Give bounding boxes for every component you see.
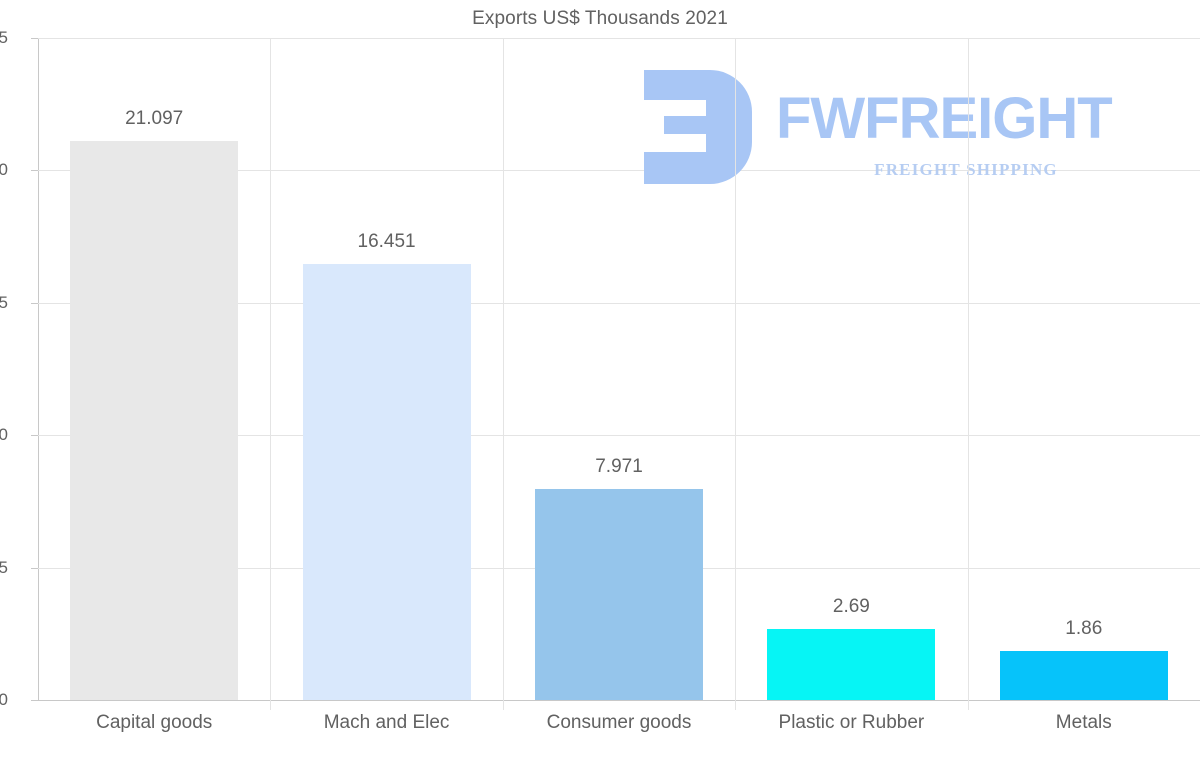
category-divider xyxy=(735,38,737,710)
x-category-label: Metals xyxy=(1055,712,1112,733)
y-tick-label: 10 xyxy=(0,425,8,445)
chart-title: Exports US$ Thousands 2021 xyxy=(472,8,728,29)
gridline xyxy=(38,170,1200,172)
bar-plastic-or-rubber[interactable] xyxy=(767,628,936,700)
gridline xyxy=(38,700,1200,701)
x-category-label: Mach and Elec xyxy=(323,712,450,733)
plot-area: 21.097 16.451 7.971 2.69 1.86 xyxy=(38,38,1200,701)
bar-value-label: 16.451 xyxy=(357,231,416,253)
gridline xyxy=(38,38,1200,39)
bar-capital-goods[interactable] xyxy=(70,141,239,700)
y-tick-mark xyxy=(31,170,38,172)
category-divider xyxy=(502,38,504,710)
y-tick-mark xyxy=(31,38,38,39)
gridline xyxy=(38,435,1200,437)
bar-mach-and-elec[interactable] xyxy=(302,264,471,700)
y-tick-label: 5 xyxy=(0,557,8,577)
y-axis-line xyxy=(38,38,39,701)
y-tick-label: 25 xyxy=(0,28,8,47)
bar-value-label: 21.097 xyxy=(125,108,184,130)
bar-value-label: 1.86 xyxy=(1065,617,1103,639)
gridline xyxy=(38,302,1200,304)
x-category-label: Plastic or Rubber xyxy=(778,712,925,733)
y-tick-mark xyxy=(31,302,38,304)
x-category-label: Capital goods xyxy=(96,712,213,733)
y-tick-label: 15 xyxy=(0,292,8,312)
bar-value-label: 2.69 xyxy=(832,595,870,617)
category-divider xyxy=(967,38,969,710)
y-tick-label: 20 xyxy=(0,160,8,180)
y-tick-mark xyxy=(31,567,38,569)
bar-value-label: 7.971 xyxy=(595,455,643,477)
bar-metals[interactable] xyxy=(999,650,1168,700)
x-category-label: Consumer goods xyxy=(546,712,692,733)
y-tick-label: 0 xyxy=(0,690,8,709)
category-divider xyxy=(270,38,272,710)
y-tick-mark xyxy=(31,435,38,437)
y-tick-mark xyxy=(31,700,38,701)
bar-consumer-goods[interactable] xyxy=(534,488,703,700)
